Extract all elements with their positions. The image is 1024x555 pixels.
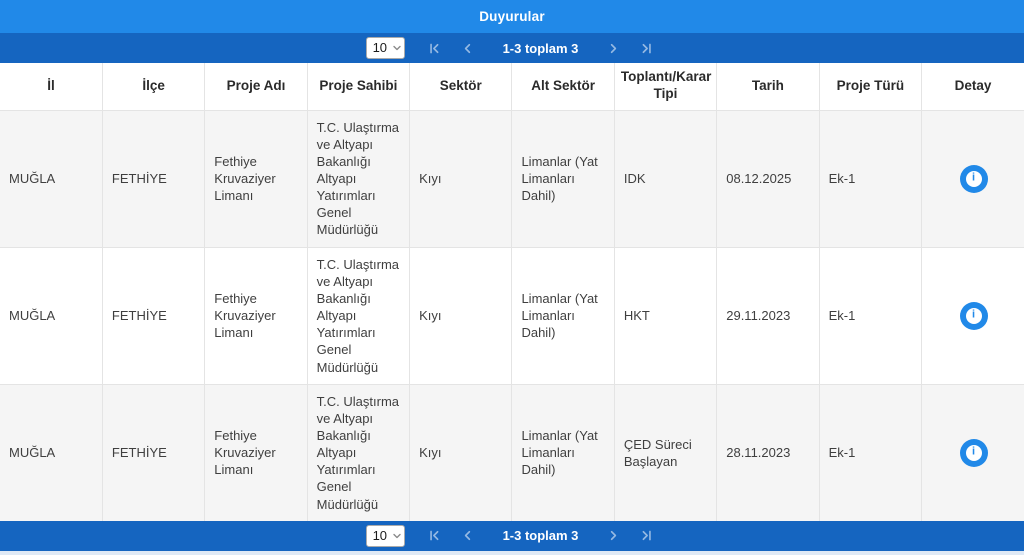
page-title: Duyurular — [479, 9, 545, 24]
last-page-button[interactable] — [635, 37, 658, 59]
paginator-range-label: 1-3 toplam 3 — [502, 40, 579, 56]
announcements-table: İl İlçe Proje Adı Proje Sahibi Sektör Al… — [0, 63, 1024, 521]
cell-proje-sahibi: T.C. Ulaştırma ve Altyapı Bakanlığı Alty… — [307, 247, 411, 385]
paginator-top: 10 1-3 toplam 3 — [0, 33, 1024, 63]
column-header-proje-sahibi: Proje Sahibi — [307, 63, 411, 111]
paginator-bottom: 10 1-3 toplam 3 — [0, 520, 1024, 551]
title-bar: Duyurular — [0, 0, 1024, 33]
cell-tarih: 29.11.2023 — [716, 247, 820, 385]
column-header-ilce: İlçe — [102, 63, 206, 111]
cell-proje-turu: Ek-1 — [819, 384, 923, 521]
cell-proje-adi: Fethiye Kruvaziyer Limanı — [204, 384, 308, 521]
column-header-proje-turu: Proje Türü — [819, 63, 923, 111]
first-page-button[interactable] — [423, 37, 446, 59]
page-size-select-wrap: 10 — [365, 524, 405, 547]
cell-proje-adi: Fethiye Kruvaziyer Limanı — [204, 247, 308, 385]
cell-proje-sahibi: T.C. Ulaştırma ve Altyapı Bakanlığı Alty… — [307, 384, 411, 521]
last-page-button[interactable] — [635, 525, 658, 547]
chevron-right-icon — [606, 528, 621, 543]
table-row: MUĞLA FETHİYE Fethiye Kruvaziyer Limanı … — [0, 110, 1024, 248]
cell-sektor: Kıyı — [409, 384, 513, 521]
cell-toplanti-karar-tipi: ÇED Süreci Başlayan — [614, 384, 718, 521]
chevron-left-icon — [460, 41, 475, 56]
table-row: MUĞLA FETHİYE Fethiye Kruvaziyer Limanı … — [0, 247, 1024, 385]
cell-proje-turu: Ek-1 — [819, 247, 923, 385]
bottom-strip — [0, 550, 1024, 555]
cell-detay: i — [921, 247, 1024, 385]
detail-info-button[interactable]: i — [959, 301, 988, 330]
info-icon: i — [965, 444, 982, 461]
cell-sektor: Kıyı — [409, 247, 513, 385]
cell-ilce: FETHİYE — [102, 247, 206, 385]
previous-page-button[interactable] — [456, 37, 479, 59]
table-header-row: İl İlçe Proje Adı Proje Sahibi Sektör Al… — [0, 63, 1024, 111]
cell-ilce: FETHİYE — [102, 384, 206, 521]
cell-detay: i — [921, 384, 1024, 521]
detail-info-button[interactable]: i — [959, 164, 988, 193]
cell-alt-sektor: Limanlar (Yat Limanları Dahil) — [511, 110, 615, 248]
cell-proje-sahibi: T.C. Ulaştırma ve Altyapı Bakanlığı Alty… — [307, 110, 411, 248]
column-header-tarih: Tarih — [716, 63, 820, 111]
last-page-icon — [639, 528, 654, 543]
column-header-toplanti-karar-tipi: Toplantı/Karar Tipi — [614, 63, 718, 111]
cell-proje-adi: Fethiye Kruvaziyer Limanı — [204, 110, 308, 248]
cell-detay: i — [921, 110, 1024, 248]
last-page-icon — [639, 41, 654, 56]
chevron-right-icon — [606, 41, 621, 56]
column-header-sektor: Sektör — [409, 63, 513, 111]
first-page-icon — [427, 528, 442, 543]
detail-info-button[interactable]: i — [959, 438, 988, 467]
cell-toplanti-karar-tipi: IDK — [614, 110, 718, 248]
next-page-button[interactable] — [602, 37, 625, 59]
page-size-select-wrap: 10 — [365, 37, 405, 59]
cell-sektor: Kıyı — [409, 110, 513, 248]
cell-il: MUĞLA — [0, 247, 103, 385]
column-header-il: İl — [0, 63, 103, 111]
page-size-select[interactable]: 10 — [365, 524, 405, 547]
first-page-icon — [427, 41, 442, 56]
next-page-button[interactable] — [602, 525, 625, 547]
first-page-button[interactable] — [423, 525, 446, 547]
column-header-proje-adi: Proje Adı — [204, 63, 308, 111]
previous-page-button[interactable] — [456, 525, 479, 547]
cell-alt-sektor: Limanlar (Yat Limanları Dahil) — [511, 247, 615, 385]
cell-ilce: FETHİYE — [102, 110, 206, 248]
info-icon: i — [965, 170, 982, 187]
column-header-alt-sektor: Alt Sektör — [511, 63, 615, 111]
info-icon: i — [965, 307, 982, 324]
table-row: MUĞLA FETHİYE Fethiye Kruvaziyer Limanı … — [0, 384, 1024, 521]
page-size-select[interactable]: 10 — [365, 37, 405, 59]
cell-il: MUĞLA — [0, 384, 103, 521]
column-header-detay: Detay — [921, 63, 1024, 111]
cell-alt-sektor: Limanlar (Yat Limanları Dahil) — [511, 384, 615, 521]
cell-il: MUĞLA — [0, 110, 103, 248]
cell-proje-turu: Ek-1 — [819, 110, 923, 248]
cell-tarih: 08.12.2025 — [716, 110, 820, 248]
announcements-table-wrap: İl İlçe Proje Adı Proje Sahibi Sektör Al… — [0, 63, 1024, 521]
chevron-left-icon — [460, 528, 475, 543]
cell-tarih: 28.11.2023 — [716, 384, 820, 521]
paginator-range-label: 1-3 toplam 3 — [502, 528, 579, 544]
cell-toplanti-karar-tipi: HKT — [614, 247, 718, 385]
